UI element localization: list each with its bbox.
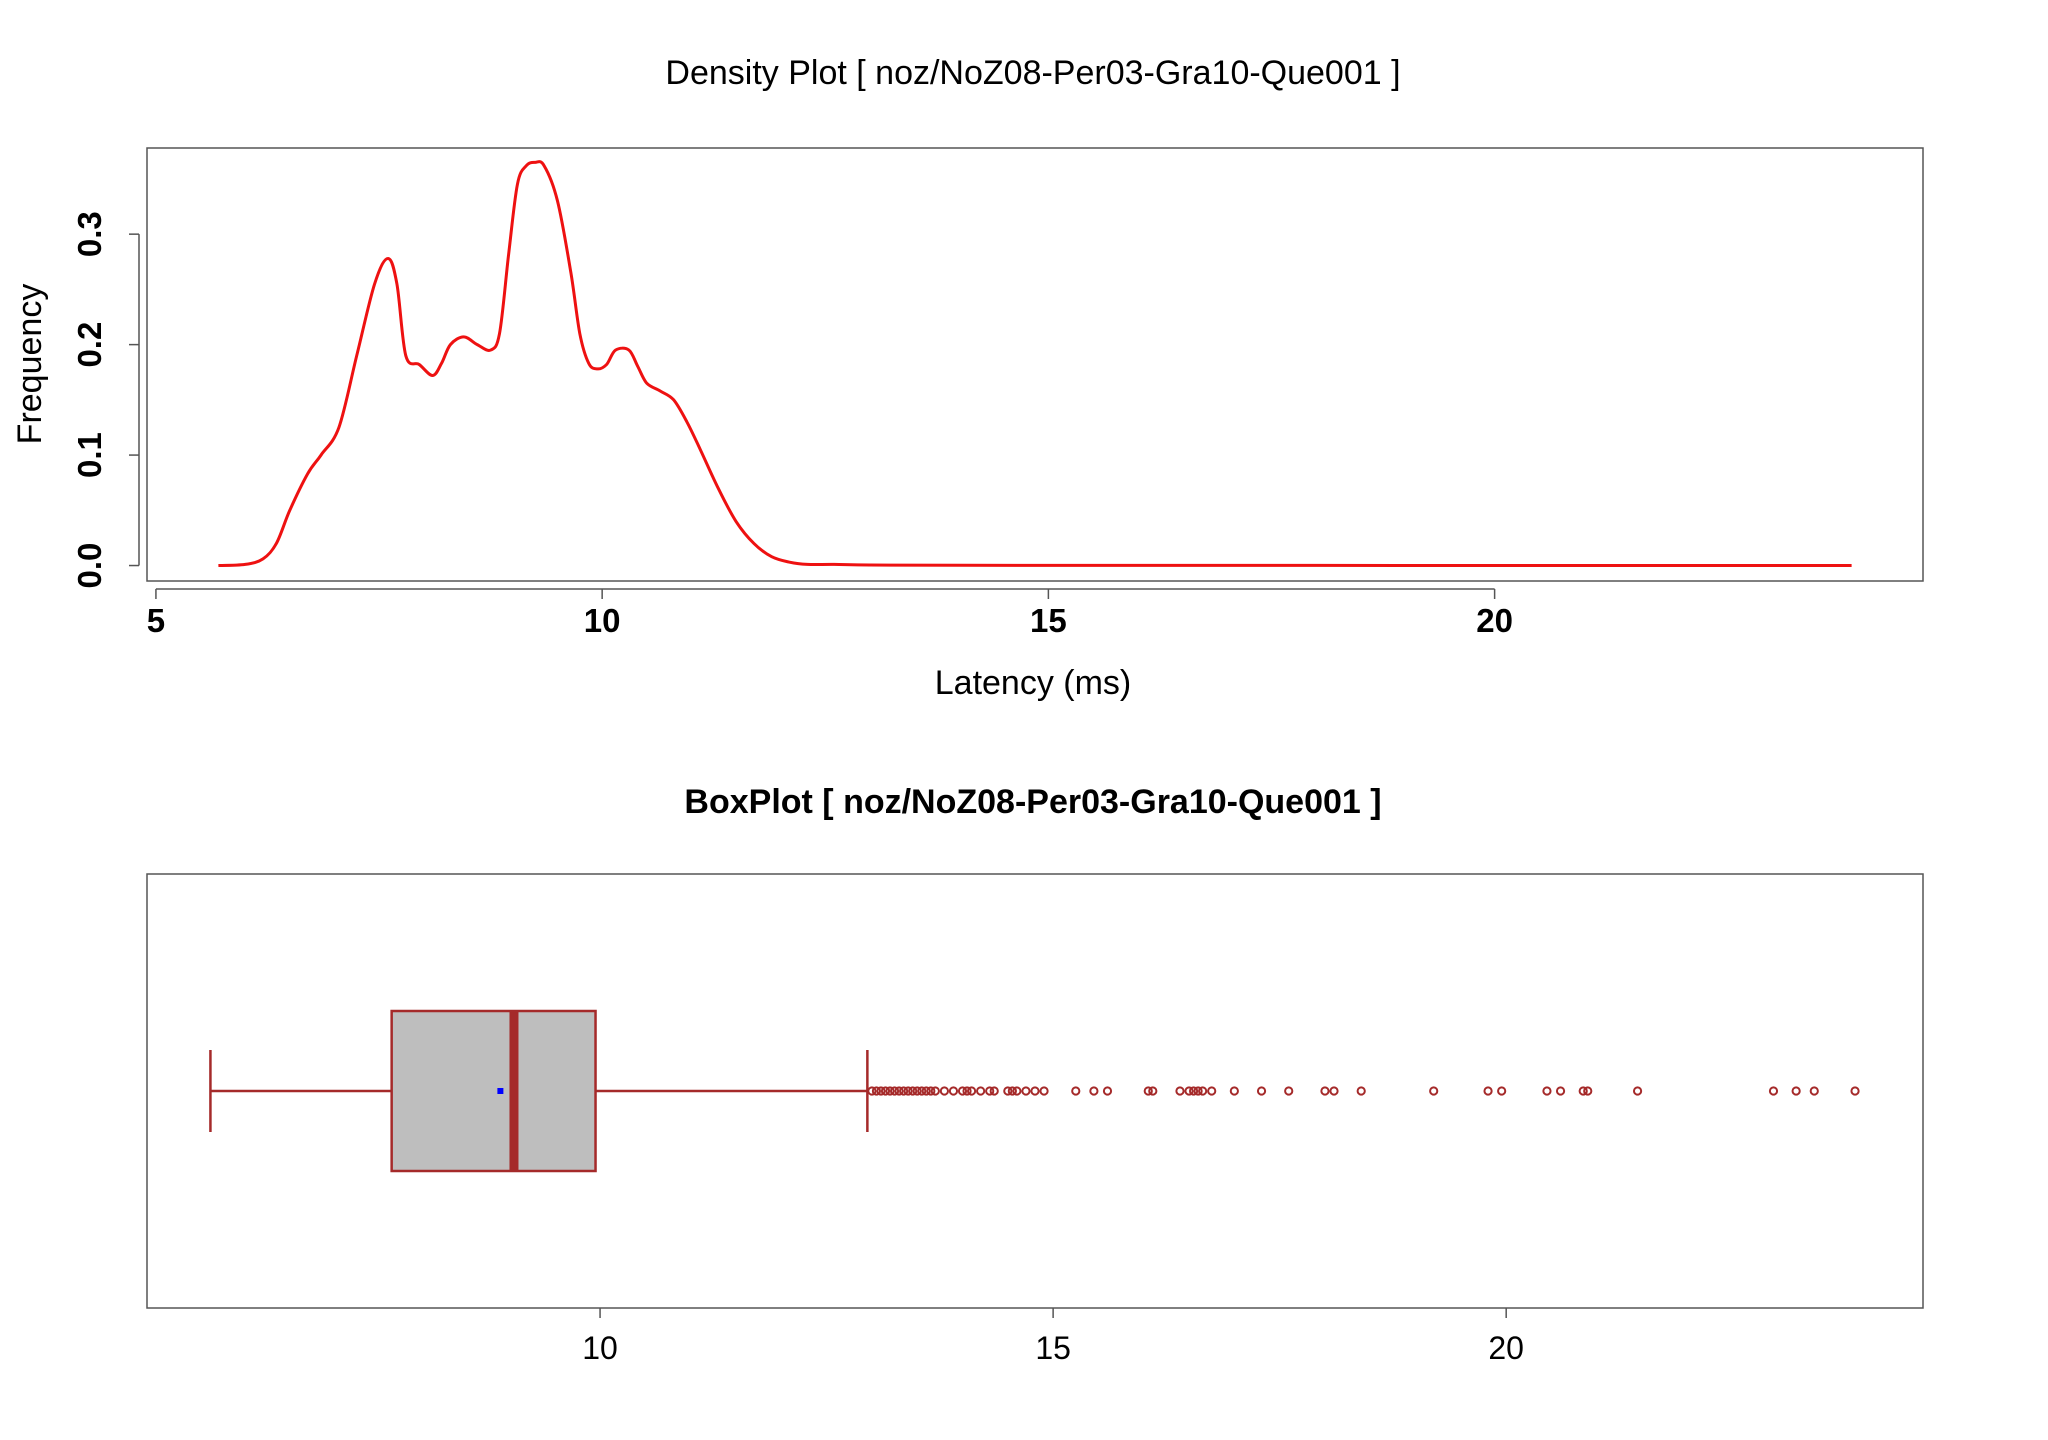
density-panel: Density Plot [ noz/NoZ08-Per03-Gra10-Que… (11, 54, 1924, 702)
boxplot-panel: BoxPlot [ noz/NoZ08-Per03-Gra10-Que001 ]… (146, 783, 1924, 1366)
outlier-point (1175, 1086, 1185, 1096)
outlier-point (894, 1086, 904, 1096)
outlier-point (1193, 1086, 1203, 1096)
density-x-axis: 5 10 15 20 (147, 588, 1513, 639)
outlier-point (1791, 1086, 1801, 1096)
outlier-point (867, 1086, 877, 1096)
density-y-tick-label: 0.1 (71, 432, 108, 478)
boxplot-x-axis: 10 15 20 (582, 1308, 1524, 1366)
outlier-point (1003, 1086, 1013, 1096)
outlier-point (889, 1086, 900, 1096)
outlier-point (1188, 1086, 1199, 1096)
outlier-point (1329, 1086, 1339, 1096)
outlier-point (1229, 1086, 1239, 1096)
outlier-point (903, 1086, 913, 1096)
boxplot-frame (146, 873, 1924, 1309)
outlier-point (921, 1086, 931, 1096)
density-title: Density Plot [ noz/NoZ08-Per03-Gra10-Que… (665, 54, 1400, 92)
outlier-point (1148, 1086, 1158, 1096)
box-iqr (390, 1009, 597, 1173)
outlier-point (1143, 1086, 1153, 1096)
outlier-point (962, 1086, 972, 1096)
outlier-point (1542, 1086, 1552, 1096)
outlier-point (1021, 1086, 1031, 1096)
outlier-point (976, 1086, 986, 1096)
outlier-point (939, 1086, 949, 1096)
outlier-point (1850, 1086, 1860, 1096)
density-plot-frame (146, 147, 1924, 582)
outlier-point (1012, 1086, 1022, 1096)
outlier-point (957, 1086, 968, 1096)
outlier-point (1809, 1086, 1819, 1096)
outlier-point (917, 1086, 927, 1096)
boxplot-x-tick-label: 20 (1488, 1330, 1524, 1366)
outlier-point (1102, 1086, 1113, 1096)
outlier-point (1632, 1086, 1643, 1096)
outlier-point (966, 1086, 977, 1096)
outlier-point (871, 1086, 882, 1096)
outlier-point (1030, 1086, 1040, 1096)
density-y-axis-label: Frequency (11, 284, 49, 445)
outlier-point (885, 1086, 895, 1096)
outlier-point (1039, 1086, 1049, 1096)
outlier-point (989, 1086, 999, 1096)
outlier-point (899, 1086, 909, 1096)
outlier-point (948, 1086, 959, 1096)
outlier-point (1256, 1086, 1267, 1096)
density-x-axis-label: Latency (ms) (935, 664, 1132, 702)
density-y-axis: 0.0 0.1 0.2 0.3 (71, 211, 140, 589)
outlier-point (985, 1086, 995, 1096)
density-x-tick-label: 10 (584, 602, 621, 639)
outlier-point (1429, 1086, 1439, 1096)
outlier-point (930, 1086, 940, 1096)
outlier-point (1184, 1086, 1194, 1096)
boxplot-x-tick-label: 10 (582, 1330, 618, 1366)
box-mean-marker (497, 1088, 504, 1094)
density-curve (218, 160, 1852, 568)
boxplot-marks (209, 1009, 1860, 1173)
density-x-tick-label: 20 (1476, 602, 1513, 639)
outlier-point (926, 1086, 936, 1096)
outlier-point (1356, 1086, 1366, 1096)
boxplot-x-tick-label: 15 (1035, 1330, 1071, 1366)
outlier-point (1555, 1086, 1566, 1096)
outlier-point (1071, 1086, 1081, 1096)
outlier-point (912, 1086, 922, 1096)
boxplot-title: BoxPlot [ noz/NoZ08-Per03-Gra10-Que001 ] (684, 783, 1381, 821)
outlier-point (1497, 1086, 1507, 1096)
outlier-point (1583, 1086, 1593, 1096)
outlier-point (908, 1086, 918, 1096)
outlier-point (1007, 1086, 1017, 1096)
density-x-tick-label: 15 (1030, 602, 1067, 639)
outlier-point (1483, 1086, 1493, 1096)
outlier-point (880, 1086, 891, 1096)
outlier-point (1768, 1086, 1779, 1096)
outlier-point (876, 1086, 886, 1096)
outlier-point (1578, 1086, 1588, 1096)
outlier-point (1198, 1086, 1208, 1096)
outlier-point (1320, 1086, 1330, 1096)
outlier-point (1089, 1086, 1099, 1096)
density-y-tick-label: 0.0 (71, 543, 108, 589)
density-x-tick-label: 5 (147, 602, 165, 639)
density-y-tick-label: 0.3 (71, 211, 108, 257)
density-y-tick-label: 0.2 (71, 322, 108, 368)
outlier-point (1284, 1086, 1294, 1096)
outlier-point (1207, 1086, 1217, 1096)
